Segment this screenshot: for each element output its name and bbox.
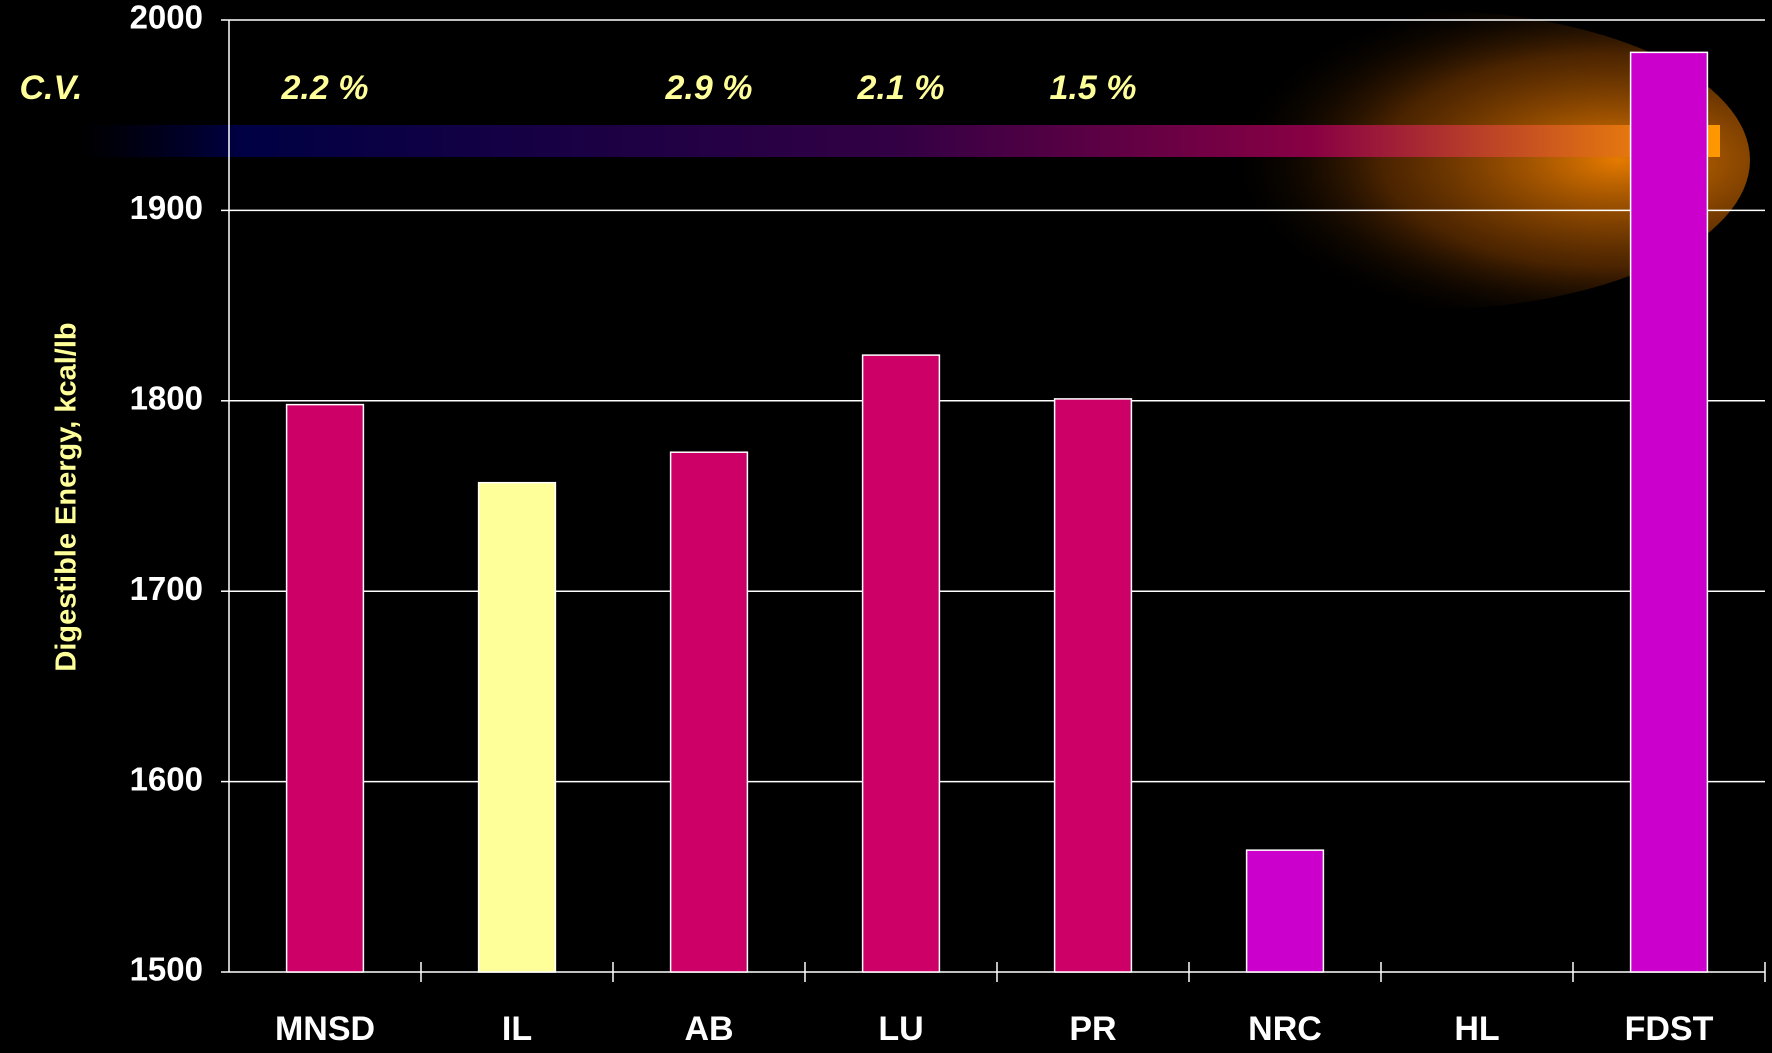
bar bbox=[285, 403, 365, 973]
annotation-value: 2.9 % bbox=[665, 69, 753, 107]
y-tick-label: 1800 bbox=[130, 380, 203, 417]
y-tick-label: 1900 bbox=[130, 189, 203, 226]
bar bbox=[1245, 849, 1325, 973]
y-axis-label: Digestible Energy, kcal/lb bbox=[51, 322, 83, 671]
y-tick-label: 2000 bbox=[130, 0, 203, 36]
y-tick-label: 1700 bbox=[130, 570, 203, 607]
bar bbox=[1053, 398, 1133, 973]
bar bbox=[477, 481, 557, 973]
decoration bbox=[80, 10, 1750, 310]
y-tick-label: 1500 bbox=[130, 951, 203, 988]
x-tick-label: NRC bbox=[1248, 1010, 1322, 1048]
x-tick-label: LU bbox=[878, 1010, 923, 1048]
bar bbox=[1629, 51, 1709, 973]
annotation-value: 1.5 % bbox=[1050, 69, 1137, 107]
y-tick-label: 1600 bbox=[130, 760, 203, 797]
x-tick-label: PR bbox=[1069, 1010, 1116, 1048]
bar bbox=[669, 451, 749, 973]
x-tick-label: IL bbox=[502, 1010, 532, 1048]
annotation-label: C.V. bbox=[19, 69, 82, 107]
x-tick-label: AB bbox=[684, 1010, 733, 1048]
x-tick-label: MNSD bbox=[275, 1010, 375, 1048]
annotation-value: 2.1 % bbox=[857, 69, 945, 107]
x-tick-label: FDST bbox=[1625, 1010, 1714, 1048]
bar bbox=[861, 354, 941, 973]
annotation-value: 2.2 % bbox=[281, 69, 369, 107]
x-tick-label: HL bbox=[1454, 1010, 1499, 1048]
